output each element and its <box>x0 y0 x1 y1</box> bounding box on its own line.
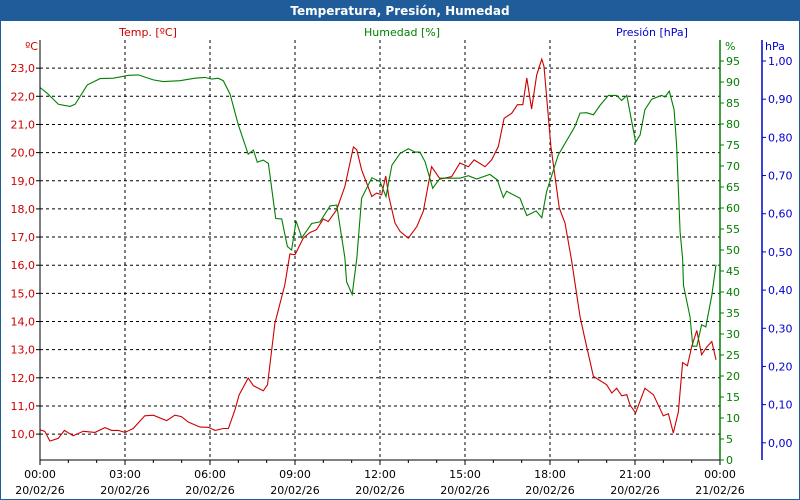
pres-series-label: Presión [hPa] <box>616 26 688 39</box>
temp-tick-label: 23,0 <box>11 62 36 75</box>
hum-tick-label: 80 <box>726 118 740 131</box>
x-tick-time: 21:00 <box>619 468 651 481</box>
hum-tick-label: 75 <box>726 139 740 152</box>
temp-tick-label: 15,0 <box>11 287 36 300</box>
x-tick-date: 20/02/26 <box>100 484 149 497</box>
temp-tick-label: 11,0 <box>11 400 36 413</box>
temp-tick-label: 22,0 <box>11 90 36 103</box>
hum-tick-label: 25 <box>726 349 740 362</box>
x-tick-date: 20/02/26 <box>610 484 659 497</box>
temp-series-line <box>39 57 717 442</box>
x-tick-date: 20/02/26 <box>15 484 64 497</box>
pres-tick-label: 0,90 <box>768 93 793 106</box>
x-tick-date: 20/02/26 <box>525 484 574 497</box>
temp-tick-label: 12,0 <box>11 372 36 385</box>
x-tick-date: 20/02/26 <box>185 484 234 497</box>
temp-tick-label: 19,0 <box>11 175 36 188</box>
hum-tick-label: 65 <box>726 181 740 194</box>
hum-tick-label: 45 <box>726 265 740 278</box>
chart-title: Temperatura, Presión, Humedad <box>1 1 799 21</box>
hum-tick-label: 90 <box>726 76 740 89</box>
x-tick-date: 20/02/26 <box>270 484 319 497</box>
temp-tick-label: 13,0 <box>11 344 36 357</box>
hum-tick-label: 0 <box>726 454 733 467</box>
hum-tick-label: 55 <box>726 223 740 236</box>
hum-tick-label: 10 <box>726 412 740 425</box>
pres-tick-label: 0,60 <box>768 208 793 221</box>
hum-tick-label: 30 <box>726 328 740 341</box>
temp-tick-label: 17,0 <box>11 231 36 244</box>
hum-tick-label: 40 <box>726 286 740 299</box>
pres-tick-label: 0,10 <box>768 399 793 412</box>
pres-tick-label: 0,40 <box>768 284 793 297</box>
hum-tick-label: 50 <box>726 244 740 257</box>
hum-tick-label: 95 <box>726 55 740 68</box>
hum-tick-label: 35 <box>726 307 740 320</box>
x-tick-time: 12:00 <box>364 468 396 481</box>
x-tick-time: 00:00 <box>24 468 56 481</box>
temp-tick-label: 14,0 <box>11 316 36 329</box>
pres-tick-label: 0,20 <box>768 360 793 373</box>
hum-tick-label: 5 <box>726 433 733 446</box>
pres-tick-label: 0,70 <box>768 170 793 183</box>
hum-tick-label: 85 <box>726 97 740 110</box>
hum-tick-label: 60 <box>726 202 740 215</box>
temp-tick-label: 16,0 <box>11 259 36 272</box>
hum-tick-label: 20 <box>726 370 740 383</box>
temp-tick-label: 10,0 <box>11 428 36 441</box>
temp-tick-label: 21,0 <box>11 118 36 131</box>
temp-axis-unit: ºC <box>25 40 38 53</box>
hum-tick-label: 15 <box>726 391 740 404</box>
x-tick-date: 20/02/26 <box>355 484 404 497</box>
x-tick-date: 21/02/26 <box>695 484 744 497</box>
pres-tick-label: 0,00 <box>768 437 793 450</box>
pres-axis-unit: hPa <box>765 40 785 53</box>
hum-tick-label: 70 <box>726 160 740 173</box>
hum-axis-unit: % <box>725 40 735 53</box>
x-tick-time: 00:00 <box>704 468 736 481</box>
pres-tick-label: 0,80 <box>768 131 793 144</box>
x-tick-time: 18:00 <box>534 468 566 481</box>
pres-tick-label: 0,50 <box>768 246 793 259</box>
x-tick-time: 06:00 <box>194 468 226 481</box>
x-tick-time: 15:00 <box>449 468 481 481</box>
x-tick-time: 09:00 <box>279 468 311 481</box>
hum-series-line <box>39 74 717 347</box>
temp-tick-label: 18,0 <box>11 203 36 216</box>
x-tick-date: 20/02/26 <box>440 484 489 497</box>
temp-tick-label: 20,0 <box>11 147 36 160</box>
hum-series-label: Humedad [%] <box>364 26 440 39</box>
pres-tick-label: 0,30 <box>768 322 793 335</box>
pres-tick-label: 1,00 <box>768 55 793 68</box>
x-tick-time: 03:00 <box>109 468 141 481</box>
temp-series-label: Temp. [ºC] <box>118 26 177 39</box>
